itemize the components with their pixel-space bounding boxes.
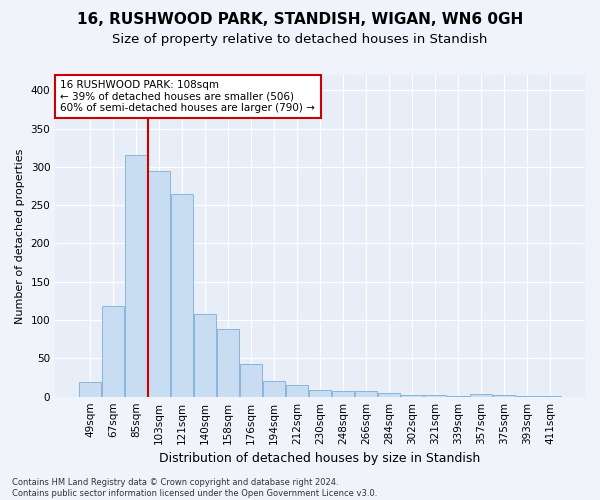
Bar: [102, 306, 124, 396]
Bar: [332, 390, 354, 396]
Bar: [470, 394, 492, 396]
Bar: [240, 364, 262, 396]
Bar: [286, 385, 308, 396]
Bar: [79, 382, 101, 396]
Bar: [125, 156, 147, 396]
Bar: [171, 194, 193, 396]
Bar: [263, 382, 285, 396]
Bar: [493, 395, 515, 396]
Bar: [401, 395, 423, 396]
Bar: [148, 170, 170, 396]
Bar: [424, 395, 446, 396]
Y-axis label: Number of detached properties: Number of detached properties: [15, 148, 25, 324]
Text: 16, RUSHWOOD PARK, STANDISH, WIGAN, WN6 0GH: 16, RUSHWOOD PARK, STANDISH, WIGAN, WN6 …: [77, 12, 523, 28]
X-axis label: Distribution of detached houses by size in Standish: Distribution of detached houses by size …: [160, 452, 481, 465]
Bar: [217, 330, 239, 396]
Text: 16 RUSHWOOD PARK: 108sqm
← 39% of detached houses are smaller (506)
60% of semi-: 16 RUSHWOOD PARK: 108sqm ← 39% of detach…: [61, 80, 316, 113]
Text: Contains HM Land Registry data © Crown copyright and database right 2024.
Contai: Contains HM Land Registry data © Crown c…: [12, 478, 377, 498]
Bar: [194, 314, 216, 396]
Bar: [355, 390, 377, 396]
Bar: [309, 390, 331, 396]
Text: Size of property relative to detached houses in Standish: Size of property relative to detached ho…: [112, 32, 488, 46]
Bar: [378, 393, 400, 396]
